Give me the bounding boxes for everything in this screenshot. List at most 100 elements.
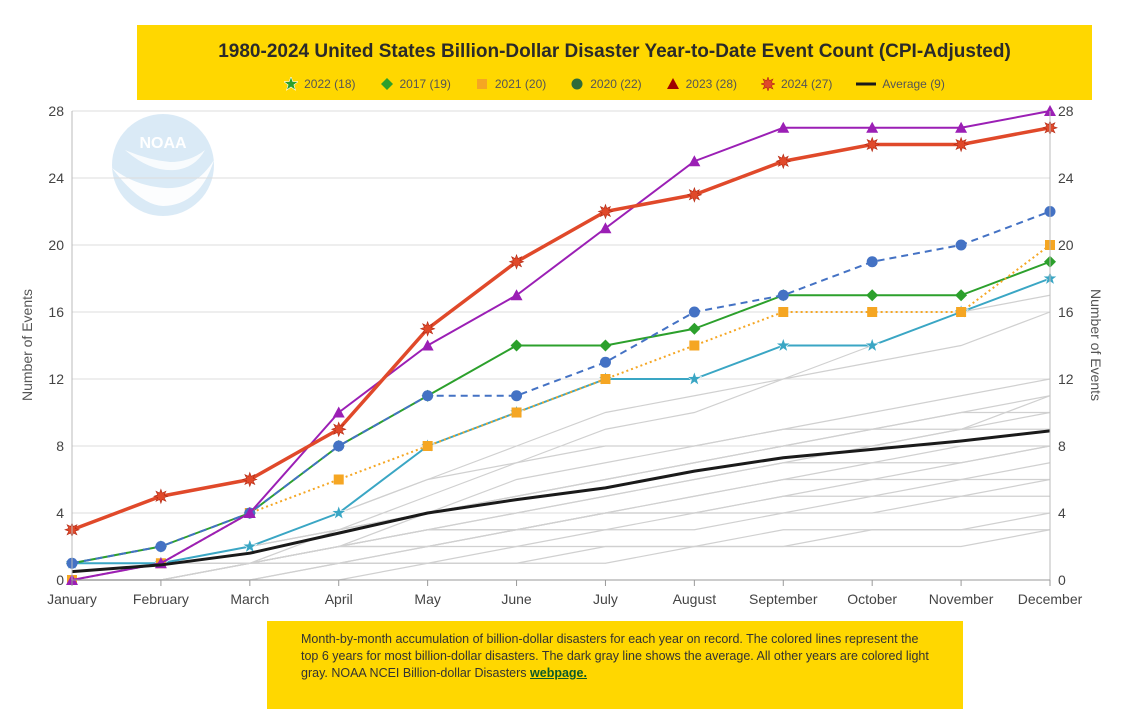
data-point[interactable] xyxy=(688,322,701,335)
y-tick-label-left: 28 xyxy=(48,103,64,119)
y-tick-label-left: 20 xyxy=(48,237,64,253)
y-tick-label-right: 28 xyxy=(1058,103,1074,119)
y-tick-label-right: 24 xyxy=(1058,170,1074,186)
noaa-logo-text: NOAA xyxy=(139,135,187,152)
data-point[interactable] xyxy=(419,320,436,337)
data-point[interactable] xyxy=(333,440,345,452)
background-year-line xyxy=(72,529,1050,581)
data-point[interactable] xyxy=(864,136,881,153)
y-tick-label-left: 24 xyxy=(48,170,64,186)
legend-symbol-icon xyxy=(284,77,299,91)
data-point[interactable] xyxy=(422,390,434,402)
data-point[interactable] xyxy=(332,406,345,418)
background-year-line xyxy=(71,294,1051,581)
legend-item[interactable]: 2017 (19) xyxy=(380,77,451,91)
legend-symbol-icon xyxy=(761,77,775,91)
x-tick-label: March xyxy=(230,591,269,607)
legend-item[interactable]: Average (9) xyxy=(856,77,945,91)
background-year-line xyxy=(71,445,1050,581)
series-line xyxy=(71,210,1051,565)
series-2024 xyxy=(64,119,1058,538)
data-point[interactable] xyxy=(600,374,611,384)
data-point[interactable] xyxy=(241,471,258,488)
data-point[interactable] xyxy=(243,507,256,518)
title-banner: 1980-2024 United States Billion-Dollar D… xyxy=(137,25,1092,100)
series-line xyxy=(71,429,1051,574)
data-point[interactable] xyxy=(599,356,611,368)
data-point[interactable] xyxy=(155,541,167,552)
y-tick-label-right: 12 xyxy=(1058,371,1074,387)
data-point[interactable] xyxy=(775,153,792,170)
legend-label: 2021 (20) xyxy=(494,77,547,91)
legend-marker[interactable] xyxy=(571,78,583,90)
data-point[interactable] xyxy=(421,339,434,351)
legend-label: 2017 (19) xyxy=(399,77,451,91)
data-point[interactable] xyxy=(1044,105,1056,116)
series-2023 xyxy=(66,105,1056,585)
data-point[interactable] xyxy=(955,121,968,133)
data-point[interactable] xyxy=(867,307,878,317)
data-point[interactable] xyxy=(510,289,523,301)
data-point[interactable] xyxy=(688,306,700,318)
data-point[interactable] xyxy=(689,340,700,351)
series-2022 xyxy=(64,270,1058,571)
legend-item[interactable]: 2021 (20) xyxy=(475,77,546,91)
data-point[interactable] xyxy=(688,155,701,167)
y-axis-label-right: Number of Events xyxy=(1088,289,1104,401)
background-years xyxy=(71,294,1051,581)
y-tick-label-right: 4 xyxy=(1058,505,1066,521)
legend-item[interactable]: 2022 (18) xyxy=(284,77,356,91)
data-point[interactable] xyxy=(153,488,169,505)
legend-symbol-icon xyxy=(856,82,877,86)
data-point[interactable] xyxy=(511,407,522,418)
x-tick-label: June xyxy=(501,591,532,607)
data-point[interactable] xyxy=(511,390,523,402)
data-point[interactable] xyxy=(422,441,433,451)
axes: 0 0 4 4 8 8 12 12 16 16 20 20 24 24 28 28 January Februar… xyxy=(47,103,1083,607)
data-point[interactable] xyxy=(778,307,789,317)
legend-marker[interactable] xyxy=(284,77,299,91)
data-point[interactable] xyxy=(330,421,347,438)
y-tick-label-left: 4 xyxy=(56,505,64,521)
legend-marker[interactable] xyxy=(476,79,487,89)
x-tick-label: April xyxy=(325,591,353,607)
legend-marker[interactable] xyxy=(380,78,393,90)
data-point[interactable] xyxy=(330,504,347,520)
data-point[interactable] xyxy=(599,339,612,352)
x-tick-label: January xyxy=(47,591,97,607)
series-average xyxy=(71,429,1051,574)
data-point[interactable] xyxy=(597,203,614,220)
data-point[interactable] xyxy=(866,289,879,302)
webpage-link[interactable]: webpage. xyxy=(530,666,587,680)
legend-symbol-icon xyxy=(666,78,679,89)
x-tick-label: February xyxy=(133,591,189,607)
data-point[interactable] xyxy=(864,337,881,353)
y-tick-label-right: 16 xyxy=(1058,304,1074,320)
legend-marker[interactable] xyxy=(666,78,679,89)
data-point[interactable] xyxy=(866,121,879,133)
data-point[interactable] xyxy=(866,256,878,268)
data-point[interactable] xyxy=(775,337,792,353)
y-axis-label-left: Number of Events xyxy=(19,289,35,401)
legend-symbol-icon xyxy=(571,78,583,90)
data-point[interactable] xyxy=(686,370,703,386)
data-point[interactable] xyxy=(599,222,612,234)
legend-item[interactable]: 2024 (27) xyxy=(761,77,832,91)
data-point[interactable] xyxy=(956,307,967,317)
data-point[interactable] xyxy=(955,289,968,302)
legend-item[interactable]: 2020 (22) xyxy=(570,77,642,91)
legend-marker[interactable] xyxy=(761,77,775,91)
y-tick-label-left: 0 xyxy=(56,572,64,588)
data-point[interactable] xyxy=(955,239,967,251)
data-point[interactable] xyxy=(510,339,523,352)
data-point[interactable] xyxy=(686,186,703,203)
data-point[interactable] xyxy=(777,289,789,301)
data-point[interactable] xyxy=(508,253,525,270)
data-point[interactable] xyxy=(777,121,790,133)
data-point[interactable] xyxy=(953,136,970,153)
background-year-line xyxy=(72,495,1050,581)
data-point[interactable] xyxy=(241,538,258,554)
legend-item[interactable]: 2023 (28) xyxy=(666,77,737,91)
data-point[interactable] xyxy=(333,474,344,485)
